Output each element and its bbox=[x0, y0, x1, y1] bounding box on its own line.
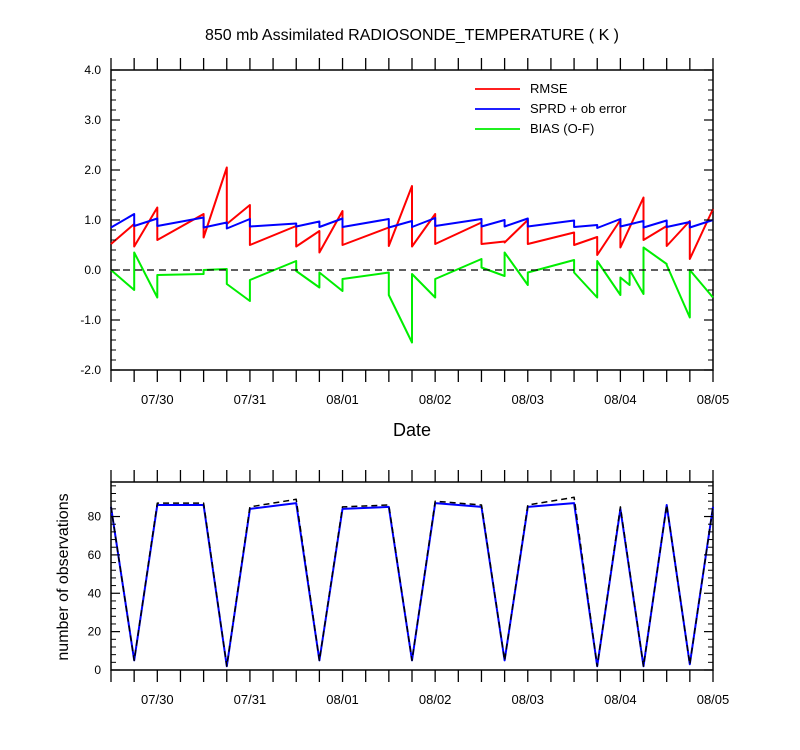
bottom-x-tick-label: 07/30 bbox=[141, 692, 174, 707]
bottom-plot-frame bbox=[110, 481, 714, 671]
bottom-y-tick-label: 40 bbox=[88, 586, 102, 600]
bottom-y-tick-label: 20 bbox=[88, 625, 102, 639]
bottom-x-tick-label: 08/03 bbox=[511, 692, 544, 707]
top-x-tick-label: 08/04 bbox=[604, 392, 637, 407]
bottom-y-tick-label: 60 bbox=[88, 548, 102, 562]
top-y-tick-label: -1.0 bbox=[80, 313, 101, 327]
bottom-series-total bbox=[110, 496, 714, 667]
top-y-tick-label: -2.0 bbox=[80, 363, 101, 377]
bottom-panel: 0 20 40 60 80 07/30 07/31 08/01 08/02 08/03 08/04 0… bbox=[55, 470, 729, 707]
bottom-y-axis-label: number of observations bbox=[55, 493, 72, 660]
legend: RMSE SPRD + ob error BIAS (O-F) bbox=[475, 81, 627, 136]
top-x-tick-label: 08/05 bbox=[697, 392, 730, 407]
top-y-tick-label: 3.0 bbox=[84, 113, 101, 127]
top-series-sprd-ob-error bbox=[110, 213, 714, 230]
top-y-tick-label: 1.0 bbox=[84, 213, 101, 227]
top-panel: -2.0 -1.0 0.0 1.0 2.0 3.0 4.0 07/30 07/31 08/01 08… bbox=[80, 58, 729, 407]
top-x-tick-label: 08/03 bbox=[511, 392, 544, 407]
top-x-tick-label: 08/02 bbox=[419, 392, 452, 407]
bottom-x-tick-label: 08/01 bbox=[326, 692, 359, 707]
top-x-tick-label: 07/31 bbox=[234, 392, 267, 407]
legend-label: RMSE bbox=[530, 81, 568, 96]
top-y-tick-label: 4.0 bbox=[84, 63, 101, 77]
top-x-tick-label: 08/01 bbox=[326, 392, 359, 407]
top-x-tick-label: 07/30 bbox=[141, 392, 174, 407]
legend-label: SPRD + ob error bbox=[530, 101, 627, 116]
x-axis-label: Date bbox=[393, 420, 431, 440]
chart-title: 850 mb Assimilated RADIOSONDE_TEMPERATUR… bbox=[205, 27, 619, 44]
bottom-y-tick-label: 0 bbox=[94, 663, 101, 677]
bottom-x-tick-label: 08/02 bbox=[419, 692, 452, 707]
legend-label: BIAS (O-F) bbox=[530, 121, 594, 136]
top-y-tick-label: 0.0 bbox=[84, 263, 101, 277]
bottom-x-tick-label: 07/31 bbox=[234, 692, 267, 707]
top-y-tick-label: 2.0 bbox=[84, 163, 101, 177]
bottom-x-tick-label: 08/04 bbox=[604, 692, 637, 707]
bottom-x-tick-label: 08/05 bbox=[697, 692, 730, 707]
top-series-bias-o-f bbox=[110, 246, 714, 344]
bottom-y-tick-label: 80 bbox=[88, 510, 102, 524]
top-series-rmse bbox=[110, 166, 714, 260]
